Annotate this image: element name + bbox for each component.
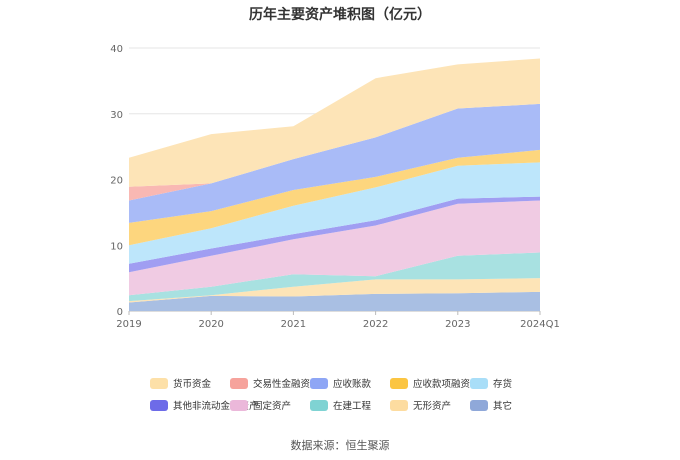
legend-item[interactable]: 在建工程 [310,398,390,412]
legend-swatch [150,377,168,389]
area-series [129,149,540,246]
legend-label: 无形资产 [413,401,452,412]
legend-swatch [470,399,488,411]
legend-label: 存货 [493,379,513,390]
data-source-note: 数据来源：恒生聚源 [290,439,390,452]
area-series [129,200,540,296]
legend-swatch [230,377,248,389]
legend-item[interactable]: 固定资产 [230,398,310,412]
legend-label: 其它 [493,401,513,412]
area-series [129,103,540,201]
legend-label: 应收账款 [333,379,372,390]
area-series [129,291,540,311]
stacked-area-chart: 0 10 20 30 40 2019 2020 2021 2022 2023 2024Q1 [110,44,560,330]
legend-swatch [230,399,248,411]
y-tick-label: 30 [110,110,123,121]
chart-title: 历年主要资产堆积图（亿元） [249,7,431,23]
area-series [129,252,540,302]
area-series [129,58,540,187]
x-tick-label: 2023 [445,319,470,330]
legend-item[interactable]: 交易性金融资产 [230,376,320,390]
area-series [129,162,540,264]
legend-item[interactable]: 应收款项融资 [390,376,470,390]
area-series [129,103,540,223]
chart-legend: 货币资金 交易性金融资产 应收账款 应收款项融资 存货其他非流动金融资产 固定资产 在建工程… [150,376,550,412]
legend-label: 交易性金融资产 [253,379,320,390]
x-tick-label: 2021 [281,319,306,330]
legend-item[interactable]: 其它 [470,398,550,412]
legend-item[interactable]: 存货 [470,376,550,390]
legend-label: 固定资产 [253,401,292,412]
x-tick-label: 2022 [363,319,388,330]
x-tick-label: 2020 [198,319,223,330]
legend-swatch [150,399,168,411]
legend-swatch [390,399,408,411]
x-tick-label: 2024Q1 [520,319,560,330]
y-tick-label: 10 [110,241,123,252]
legend-swatch [470,377,488,389]
x-tick-label: 2019 [116,319,141,330]
y-tick-label: 0 [117,307,123,318]
y-tick-label: 20 [110,176,123,187]
legend-swatch [310,399,328,411]
y-tick-label: 40 [110,44,123,55]
legend-item[interactable]: 其他非流动金融资产 [150,398,259,412]
legend-label: 货币资金 [173,379,212,390]
legend-label: 在建工程 [333,401,372,412]
legend-item[interactable]: 应收账款 [310,376,390,390]
legend-swatch [390,377,408,389]
legend-label: 其他非流动金融资产 [173,401,259,412]
legend-swatch [310,377,328,389]
legend-item[interactable]: 无形资产 [390,398,470,412]
legend-item[interactable]: 货币资金 [150,376,230,390]
legend-label: 应收款项融资 [413,379,471,390]
area-series [129,278,540,303]
